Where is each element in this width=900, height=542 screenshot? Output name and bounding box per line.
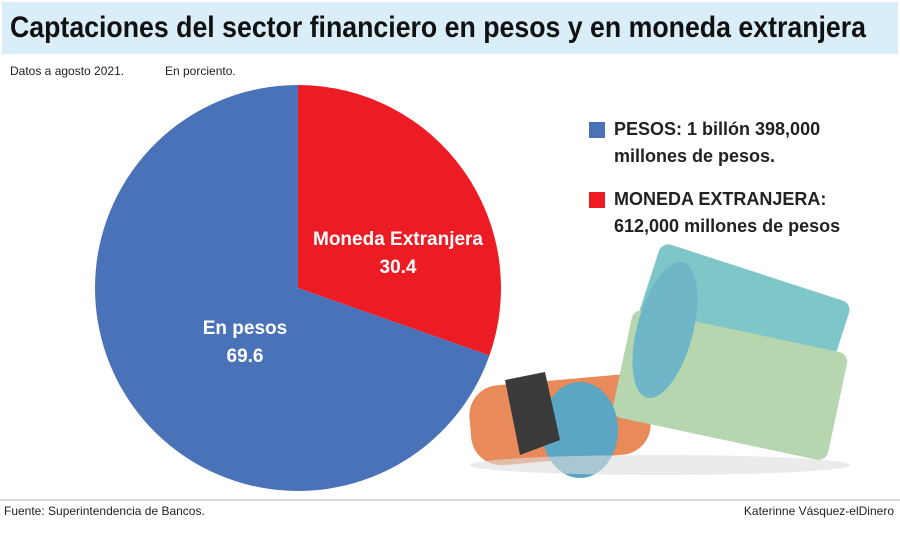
slice-label: Moneda Extranjera bbox=[313, 229, 483, 250]
legend-text: PESOS: 1 billón 398,000 bbox=[614, 119, 820, 139]
subtitle: Datos a agosto 2021. bbox=[10, 64, 124, 78]
credit: Katerinne Vásquez-elDinero bbox=[744, 504, 894, 518]
money-illustration bbox=[469, 244, 850, 478]
legend-text: millones de pesos. bbox=[614, 146, 775, 166]
slice-value: 69.6 bbox=[227, 346, 264, 367]
pie-slice bbox=[95, 85, 490, 492]
legend-text: MONEDA EXTRANJERA: bbox=[614, 189, 826, 209]
legend-swatch bbox=[589, 122, 605, 138]
bill-roll bbox=[542, 382, 618, 478]
source: Fuente: Superintendencia de Bancos. bbox=[4, 504, 205, 518]
legend-swatch bbox=[589, 192, 605, 208]
bill-roll bbox=[632, 261, 698, 399]
clip bbox=[505, 372, 560, 455]
shadow bbox=[470, 455, 850, 475]
pie-slice bbox=[298, 85, 501, 356]
title-bar bbox=[2, 2, 898, 54]
pie: Moneda Extranjera 30.4 En pesos 69.6 bbox=[95, 85, 501, 492]
chart-title: Captaciones del sector financiero en pes… bbox=[10, 11, 866, 44]
slice-value: 30.4 bbox=[380, 257, 417, 278]
slice-label: En pesos bbox=[203, 318, 287, 339]
unit-note: En porciento. bbox=[165, 64, 236, 78]
legend-text: 612,000 millones de pesos bbox=[614, 216, 840, 236]
legend: PESOS: 1 billón 398,000 millones de pesos… bbox=[589, 119, 840, 236]
